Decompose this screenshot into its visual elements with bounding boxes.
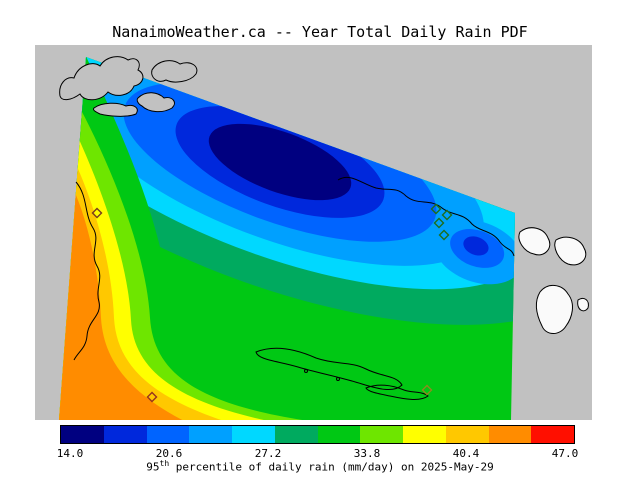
island-south-small [365,384,429,400]
contour-navy-core [208,123,352,201]
station-marker-diamond [91,207,103,219]
island-northwest-small [136,92,175,113]
colorbar-segment [103,426,147,443]
colorbar-tick-label: 47.0 [551,447,579,460]
colorbar-ticks: 14.0 20.6 27.2 33.8 40.4 47.0 [57,447,579,460]
colorbar-tick-label: 27.2 [254,447,282,460]
colorbar-segment [189,426,232,443]
caption-text: percentile of daily rain (mm/day) on 202… [169,460,494,474]
colorbar-segment [61,426,104,443]
colorbar-segment [232,426,275,443]
map-svg [35,45,592,420]
colorbar-segment [274,426,318,443]
station-marker-diamond [433,217,445,229]
colorbar-tick-label: 20.6 [155,447,183,460]
islet-2 [336,377,340,381]
map-plot [35,45,592,420]
contour-secondary-low [433,219,515,285]
caption-value: 95 [146,460,160,474]
colorbar-tick-label: 40.4 [452,447,480,460]
island-north [151,60,198,83]
station-marker-diamond [438,229,450,241]
island-northwest-large [59,56,144,101]
colorbar-segment [146,426,190,443]
land-east-3 [535,285,573,334]
station-markers [91,203,453,403]
coastline-mainland [337,176,515,257]
island-thin [93,102,138,117]
coastlines [59,56,589,400]
coastline-west [73,181,101,361]
station-marker-diamond [146,391,158,403]
land-east-4 [577,297,589,312]
colorbar-tick-label: 33.8 [353,447,381,460]
colorbar-segment [360,426,403,443]
caption: 95th percentile of daily rain (mm/day) o… [0,459,640,474]
island-south-long [255,347,403,391]
contour-blob-core [463,236,489,256]
islet-1 [304,369,308,373]
colorbar-segment [445,426,489,443]
colorbar-segment [317,426,361,443]
station-marker-diamond [421,384,433,396]
colorbar [60,425,575,444]
plot-title: NanaimoWeather.ca -- Year Total Daily Ra… [112,23,528,41]
land-east-2 [554,236,587,266]
station-marker-diamond [441,209,453,221]
colorbar-tick-label: 14.0 [56,447,84,460]
land-east-1 [518,227,551,256]
colorbar-segment [531,426,574,443]
caption-superscript: th [159,459,170,468]
colorbar-segment [488,426,532,443]
colorbar-segment [403,426,446,443]
station-marker-diamond [430,203,442,215]
